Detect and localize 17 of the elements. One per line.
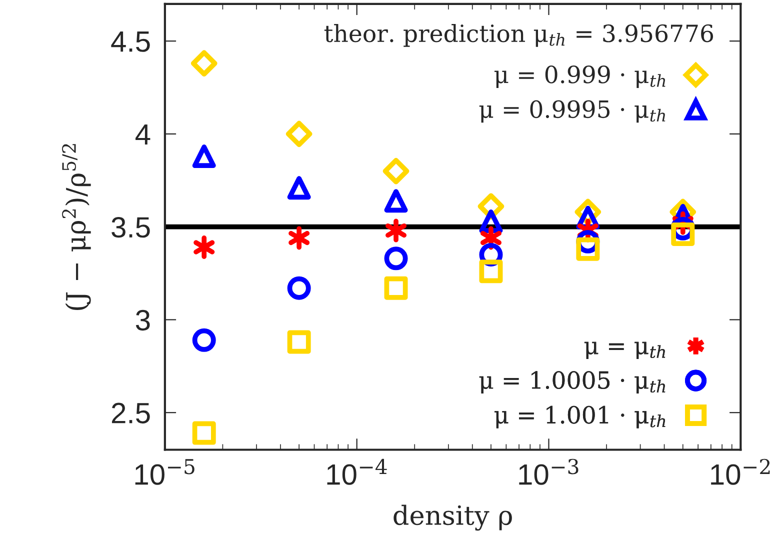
y-axis-title: (J − μρ$^{2}$)/ρ$^{5/2}$ — [62, 144, 91, 310]
x-tick-label: 10$^{−2}$ — [711, 458, 770, 485]
legend-label: μ = 0.9995 · μ$_{th}$ — [479, 100, 666, 123]
y-tick-label: 3 — [136, 310, 150, 331]
x-tick-label: 10$^{−3}$ — [519, 458, 578, 485]
legend-label: μ = μ$_{th}$ — [584, 342, 666, 360]
x-tick-label: 10$^{−5}$ — [135, 459, 194, 485]
legend-label: μ = 1.0005 · μ$_{th}$ — [479, 371, 666, 394]
y-tick-label: 4 — [136, 124, 150, 145]
x-tick-label: 10$^{−4}$ — [327, 458, 387, 485]
y-tick-label: 3.5 — [112, 217, 150, 238]
legend-label: μ = 1.001 · μ$_{th}$ — [494, 406, 666, 428]
annotation: theor. prediction μ$_{th}$ = 3.956776 — [324, 24, 714, 47]
y-tick-label: 2.5 — [112, 402, 150, 424]
x-axis-title: density ρ — [394, 504, 512, 531]
legend-label: μ = 0.999 · μ$_{th}$ — [494, 66, 666, 88]
y-tick-label: 4.5 — [111, 32, 150, 52]
